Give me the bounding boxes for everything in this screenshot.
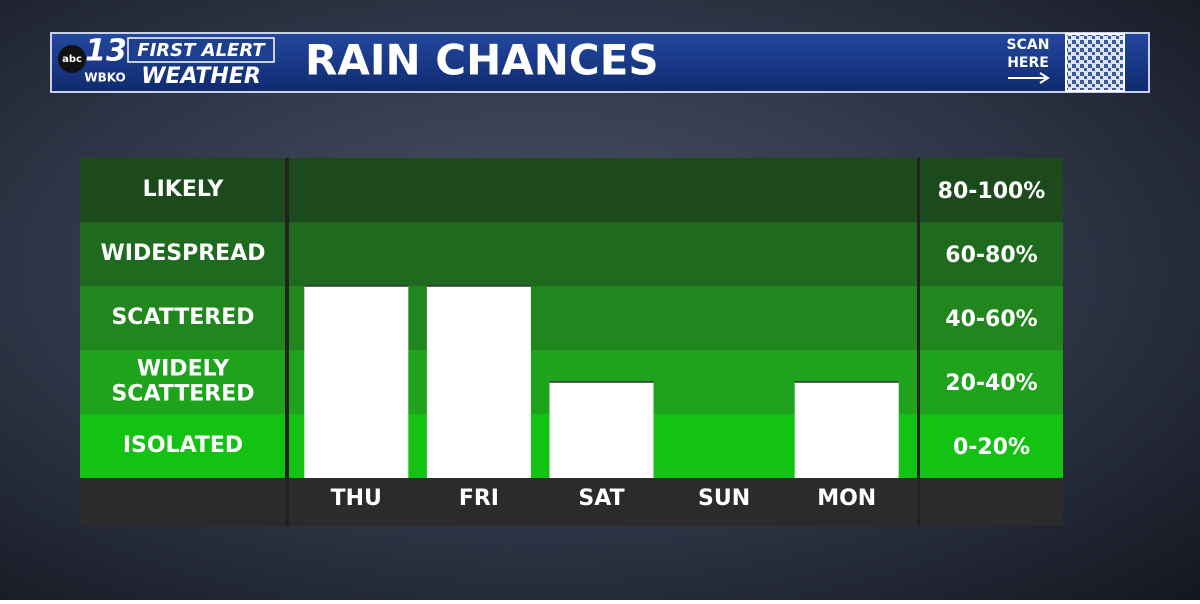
- band: [289, 158, 917, 222]
- band-label-cell: [80, 414, 285, 478]
- band-range: 20-40%: [945, 371, 1037, 396]
- band-range-cell: [920, 286, 1063, 350]
- band-range: 60-80%: [945, 243, 1037, 268]
- brand-top: FIRST ALERT: [137, 40, 266, 61]
- bar: [794, 382, 899, 478]
- qr-code: [1065, 33, 1125, 92]
- band-label: LIKELY: [143, 177, 225, 202]
- brand-box: [127, 37, 275, 63]
- x-tick-label: MON: [817, 486, 876, 511]
- band-range-cell: [920, 222, 1063, 286]
- band-label: ISOLATED: [123, 433, 243, 458]
- bar: [304, 286, 409, 478]
- channel: 13: [85, 34, 127, 69]
- band-range: 80-100%: [938, 179, 1046, 204]
- band-range-cell: [920, 350, 1063, 414]
- band-label-cell: [80, 350, 285, 414]
- here: HERE: [1007, 55, 1049, 71]
- band-label: WIDESPREAD: [101, 241, 266, 266]
- band-range: 0-20%: [953, 435, 1030, 460]
- scan: SCAN: [1007, 37, 1050, 53]
- bar: [549, 382, 654, 478]
- band-label-cell: [80, 222, 285, 286]
- divider: [285, 158, 289, 526]
- brand-bottom: WEATHER: [141, 64, 261, 89]
- band-label-cell: [80, 158, 285, 222]
- title: RAIN CHANCES: [305, 36, 659, 85]
- bar: [426, 286, 531, 478]
- x-tick-label: FRI: [459, 486, 499, 511]
- divider: [917, 158, 920, 526]
- arrow: [1008, 72, 1050, 84]
- band-label: SCATTERED: [111, 305, 254, 330]
- header: abc 13 WBKO FIRST ALERT WEATHER RAIN CHA…: [50, 32, 1150, 93]
- band-range: 40-60%: [945, 307, 1037, 332]
- x-tick-label: SUN: [698, 486, 750, 511]
- network: abc: [62, 54, 82, 65]
- band-range-cell: [920, 414, 1063, 478]
- x-tick-label: THU: [331, 486, 382, 511]
- station: WBKO: [84, 71, 125, 85]
- band-label-cell: [80, 286, 285, 350]
- band: [289, 222, 917, 286]
- band-range-cell: [920, 158, 1063, 222]
- x-tick-label: SAT: [578, 486, 624, 511]
- band-label: WIDELY SCATTERED: [111, 357, 254, 407]
- network-logo: [58, 45, 86, 73]
